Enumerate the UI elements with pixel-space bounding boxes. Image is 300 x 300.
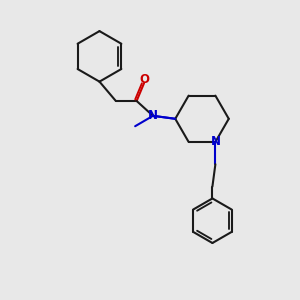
Text: N: N [210,136,220,148]
Text: N: N [148,109,158,122]
Text: O: O [140,73,150,86]
